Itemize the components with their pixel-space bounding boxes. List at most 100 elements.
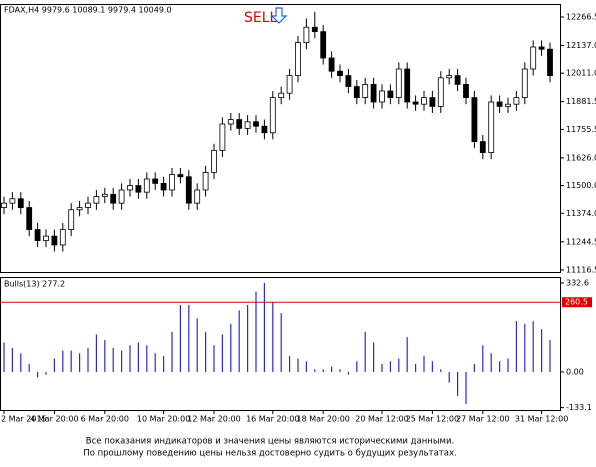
disclaimer: Все показания индикаторов и значения цен… xyxy=(86,437,454,447)
candle-body xyxy=(51,235,58,246)
indicator-panel xyxy=(0,277,561,411)
candle-body xyxy=(236,119,243,129)
candle-body xyxy=(505,103,511,107)
candle-body xyxy=(387,90,394,98)
candle-body xyxy=(471,97,478,142)
x-tick-label: 10 Mar 20:00 xyxy=(137,415,190,424)
x-tick-label: 20 Mar 12:00 xyxy=(355,415,408,424)
y-tick-label: 0.00 xyxy=(566,367,584,376)
candle-body xyxy=(269,97,276,134)
candle-body xyxy=(454,75,461,85)
candle-body xyxy=(253,121,259,127)
candle-body xyxy=(185,176,192,204)
sell-annotation: SELL xyxy=(244,10,278,26)
candle-body xyxy=(404,68,411,103)
y-tick-label: 11500.0 xyxy=(566,181,596,190)
candle-body xyxy=(446,75,453,79)
indicator-title: Bulls(13) 277.2 xyxy=(4,280,65,289)
disclaimer: По прошлому поведению цены нельзя достов… xyxy=(83,449,456,459)
candle-body xyxy=(496,101,503,107)
x-tick-label: 16 Mar 20:00 xyxy=(246,415,299,424)
x-tick-label: 2 Mar 2015 xyxy=(1,415,47,424)
candle-body xyxy=(320,31,327,59)
candle-body xyxy=(160,182,167,191)
candle-body xyxy=(437,77,444,107)
candle-body xyxy=(278,92,285,98)
candle-body xyxy=(219,123,226,151)
candle-body xyxy=(26,207,33,230)
candle-body xyxy=(202,171,209,191)
x-tick-label: 6 Mar 20:00 xyxy=(81,415,129,424)
level-label: 260.5 xyxy=(565,298,588,307)
candle-body xyxy=(152,178,159,184)
sell-arrow xyxy=(270,7,288,24)
candle-body xyxy=(488,101,495,153)
candle-body xyxy=(127,185,133,191)
x-tick-label: 12 Mar 20:00 xyxy=(187,415,240,424)
candle-body xyxy=(429,97,436,107)
candle-body xyxy=(328,57,335,72)
candle-body xyxy=(395,68,402,98)
candle-body xyxy=(227,119,234,125)
candle-body xyxy=(1,202,7,208)
y-tick-label: 11626.0 xyxy=(566,153,596,162)
y-tick-label: 11755.5 xyxy=(566,125,596,134)
candle-body xyxy=(345,75,352,87)
candle-body xyxy=(295,42,301,76)
x-tick-label: 27 Mar 12:00 xyxy=(456,415,509,424)
candle-body xyxy=(379,90,385,103)
candle-body xyxy=(76,207,83,211)
y-tick-label: 11116.5 xyxy=(566,265,596,274)
y-tick-label: 12137.0 xyxy=(566,41,596,50)
y-tick-label: 12266.5 xyxy=(566,12,596,21)
candle-body xyxy=(101,193,108,197)
candle-body xyxy=(17,198,24,208)
candle-body xyxy=(463,83,469,98)
chart-title: FDAX,H4 9979.6 10089.1 9979.4 10049.0 xyxy=(4,6,172,15)
x-tick-label: 31 Mar 12:00 xyxy=(515,415,568,424)
y-tick-label: 11881.5 xyxy=(566,97,596,106)
candle-body xyxy=(286,75,293,94)
candle-body xyxy=(513,97,520,105)
candle-body xyxy=(261,125,268,134)
y-tick-label: -133.1 xyxy=(566,403,592,412)
candle-body xyxy=(110,193,117,204)
candle-body xyxy=(85,202,91,208)
candle-body xyxy=(353,86,360,98)
candle-body xyxy=(169,174,175,191)
candle-body xyxy=(194,189,201,204)
candle-body xyxy=(9,198,16,204)
candle-body xyxy=(303,26,310,44)
candle-body xyxy=(530,46,537,70)
y-tick-label: 11374.0 xyxy=(566,209,596,218)
price-panel xyxy=(0,4,561,273)
candle-body xyxy=(362,83,369,98)
candle-body xyxy=(118,189,125,204)
x-tick-label: 25 Mar 12:00 xyxy=(406,415,459,424)
y-tick-label: 332.6 xyxy=(566,278,589,287)
candle-body xyxy=(43,235,49,241)
candle-body xyxy=(177,174,184,178)
level-box xyxy=(562,297,592,308)
candle-body xyxy=(547,48,553,76)
candle-body xyxy=(538,46,545,50)
x-tick-label: 18 Mar 20:00 xyxy=(296,415,349,424)
x-tick-label: 4 Mar 20:00 xyxy=(30,415,78,424)
y-tick-label: 11244.5 xyxy=(566,237,596,246)
candle-body xyxy=(521,68,528,98)
candle-body xyxy=(244,121,251,129)
candle-body xyxy=(421,97,427,105)
candle-body xyxy=(370,83,377,103)
candle-body xyxy=(211,149,217,173)
candle-body xyxy=(311,26,318,33)
y-tick-label: 12011.0 xyxy=(566,69,596,78)
candle-body xyxy=(68,209,75,230)
candle-body xyxy=(412,101,419,105)
candle-body xyxy=(143,178,150,193)
candle-body xyxy=(337,70,343,76)
candle-body xyxy=(479,141,486,153)
candle-body xyxy=(59,229,66,246)
candle-body xyxy=(34,229,41,241)
candle-body xyxy=(135,185,142,193)
